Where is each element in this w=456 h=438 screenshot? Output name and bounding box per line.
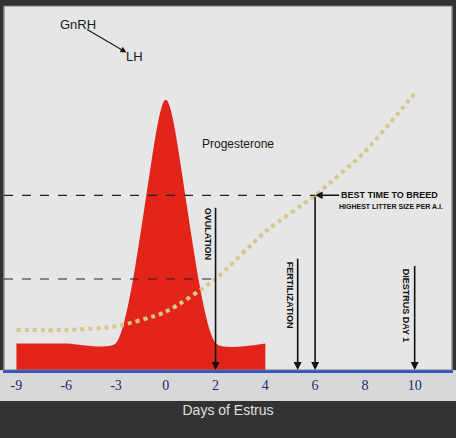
svg-text:-9: -9 xyxy=(11,378,23,393)
svg-text:4: 4 xyxy=(262,378,269,393)
svg-text:2: 2 xyxy=(212,378,219,393)
svg-text:6: 6 xyxy=(312,378,319,393)
svg-text:HIGHEST LITTER SIZE PER A.I.: HIGHEST LITTER SIZE PER A.I. xyxy=(339,203,443,210)
svg-text:8: 8 xyxy=(361,378,368,393)
svg-text:Progesterone: Progesterone xyxy=(202,137,274,151)
svg-text:GnRH: GnRH xyxy=(60,17,96,32)
svg-text:DIESTRUS DAY 1: DIESTRUS DAY 1 xyxy=(401,269,411,343)
svg-text:-6: -6 xyxy=(60,378,72,393)
svg-text:0: 0 xyxy=(162,378,169,393)
svg-text:FERTILIZATION: FERTILIZATION xyxy=(285,262,295,329)
svg-text:10: 10 xyxy=(408,378,422,393)
svg-text:-3: -3 xyxy=(110,378,122,393)
svg-text:BEST TIME TO BREED: BEST TIME TO BREED xyxy=(341,190,438,200)
svg-text:LH: LH xyxy=(126,49,143,64)
svg-text:OVULATION: OVULATION xyxy=(203,208,213,260)
svg-text:Days of Estrus: Days of Estrus xyxy=(182,402,273,418)
